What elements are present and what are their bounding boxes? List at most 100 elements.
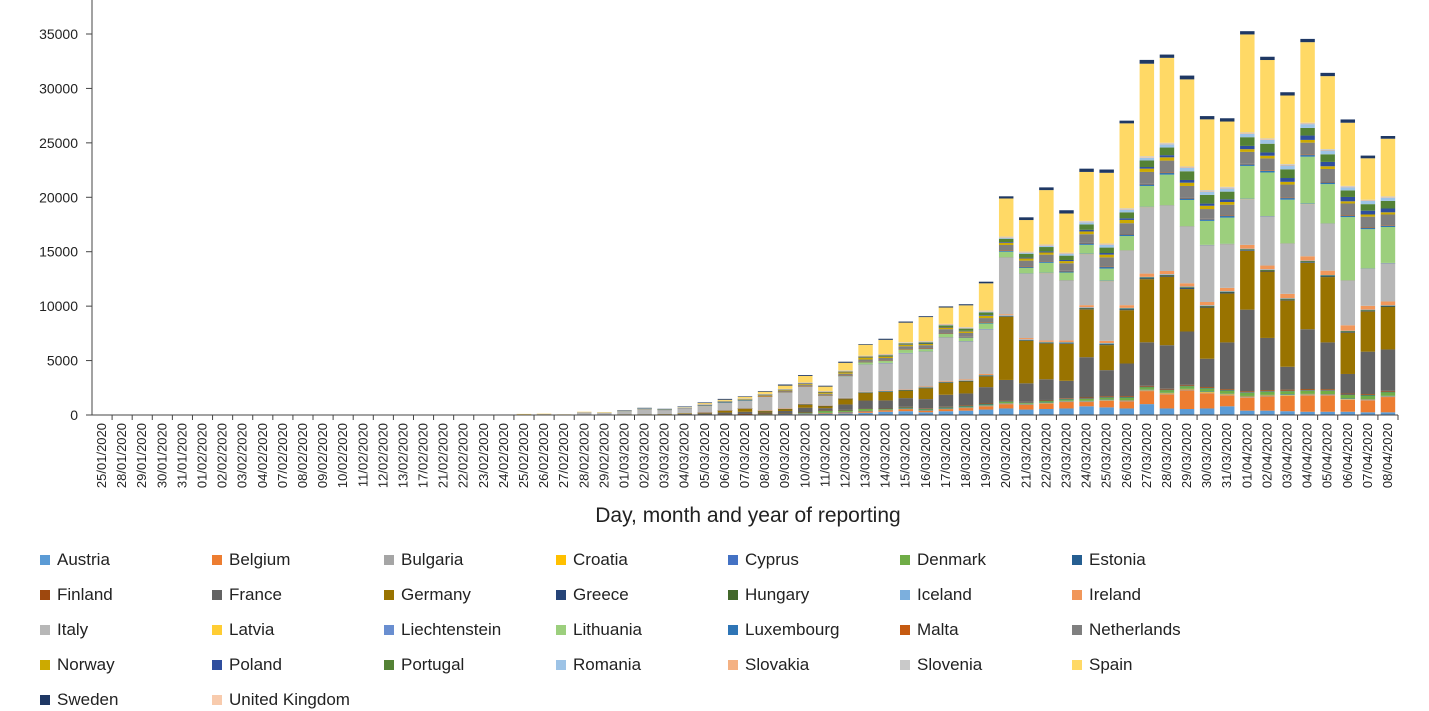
bar-segment: [717, 414, 733, 415]
x-tick-label: 25/02/2020: [516, 423, 531, 488]
x-tick-label: 23/02/2020: [476, 423, 491, 488]
bar-segment: [818, 410, 833, 411]
bar-segment: [1079, 406, 1094, 415]
bar-segment: [878, 356, 893, 357]
bar-segment: [1019, 404, 1034, 410]
bar-segment: [1380, 391, 1396, 393]
legend-swatch: [40, 555, 50, 565]
bar-segment: [1320, 72, 1335, 77]
bar-segment: [1179, 331, 1195, 385]
bar-segment: [1039, 252, 1054, 255]
bar-segment: [1139, 390, 1155, 392]
bar-segment: [898, 342, 913, 344]
bar-segment: [1219, 393, 1235, 395]
bar-segment: [1139, 157, 1155, 161]
x-tick-label: 22/03/2020: [1038, 423, 1053, 488]
bar-segment: [1320, 276, 1335, 278]
bar-segment: [1240, 149, 1255, 152]
bar-segment: [938, 409, 954, 412]
bar-segment: [1039, 273, 1054, 341]
bar-segment: [898, 352, 913, 354]
bar-segment: [1219, 199, 1235, 202]
bar-segment: [737, 411, 753, 414]
bar-segment: [777, 413, 793, 414]
bar-segment: [998, 242, 1014, 243]
bar-segment: [1139, 183, 1155, 185]
x-tick-label: 08/03/2020: [757, 423, 772, 488]
bar-segment: [1099, 343, 1114, 344]
bar-segment: [958, 407, 974, 411]
legend-label: Norway: [57, 655, 115, 674]
bar-segment: [1340, 398, 1356, 400]
bar-segment: [1019, 267, 1034, 274]
bar-segment: [858, 391, 873, 393]
bar-segment: [878, 338, 893, 340]
bar-segment: [1199, 244, 1215, 246]
bar-segment: [1059, 252, 1074, 254]
bar-segment: [978, 405, 994, 407]
bar-segment: [1380, 390, 1396, 392]
bar-segment: [1179, 168, 1195, 172]
bar-segment: [958, 327, 974, 328]
legend-label: Hungary: [745, 585, 810, 604]
bar-segment: [1380, 263, 1396, 302]
bar-segment: [1179, 171, 1195, 180]
bar-segment: [1380, 225, 1396, 228]
bar-segment: [697, 405, 713, 406]
x-axis: 25/01/2020 28/01/2020 29/01/2020 30/01/2020…: [92, 414, 1399, 488]
bar-segment: [958, 327, 974, 329]
bar-segment: [1380, 412, 1396, 415]
x-tick-label: 02/04/2020: [1259, 423, 1274, 488]
bar-segment: [978, 322, 994, 323]
bar-segment: [1280, 411, 1295, 415]
x-tick-label: 13/03/2020: [858, 423, 873, 488]
bar-segment: [958, 332, 974, 337]
bar-segment: [918, 345, 934, 349]
legend-swatch: [212, 660, 222, 670]
bar-segment: [1360, 227, 1376, 229]
bar-segment: [938, 381, 954, 383]
bar-segment: [1300, 393, 1315, 395]
x-tick-label: 25/01/2020: [94, 423, 109, 488]
bar-segment: [1260, 143, 1275, 153]
bar-segment: [1059, 342, 1074, 344]
bar-segment: [1039, 403, 1054, 410]
bar-segment: [918, 410, 934, 413]
bar-segment: [1099, 397, 1114, 398]
bar-segment: [798, 407, 813, 413]
bar-segment: [1320, 182, 1335, 183]
bar-segment: [1320, 154, 1335, 162]
bar-segment: [1260, 269, 1275, 271]
stacked-bar-chart: 0 5000 10000 15000 20000 25000 30000 35000 25/0…: [39, 0, 1399, 527]
bar-segment: [918, 348, 934, 349]
bar-segment: [958, 305, 974, 328]
bar-segment: [938, 380, 954, 382]
bar-segment: [1340, 393, 1356, 395]
bar-segment: [838, 376, 853, 398]
bar-segment: [818, 405, 833, 406]
bar-segment: [1260, 216, 1275, 217]
bar-segment: [777, 408, 793, 409]
x-tick-label: 08/02/2020: [295, 423, 310, 488]
bar-segment: [978, 387, 994, 404]
bar-segment: [1099, 281, 1114, 341]
bar-segment: [757, 414, 773, 415]
bar-segment: [1300, 390, 1315, 394]
bar-segment: [1320, 149, 1335, 151]
bar-segment: [1300, 127, 1315, 136]
bar-segment: [1139, 63, 1155, 157]
bar-segment: [878, 356, 893, 359]
bar-segment: [1019, 252, 1034, 254]
bar-segment: [1099, 280, 1114, 282]
bar-segment: [818, 392, 833, 393]
bar-segment: [858, 355, 873, 357]
x-tick-label: 26/02/2020: [536, 423, 551, 488]
legend-label: Bulgaria: [401, 550, 464, 569]
bar-segment: [1159, 143, 1175, 145]
bar-segment: [1340, 215, 1356, 216]
bar-segment: [1300, 261, 1315, 263]
bar-segment: [1380, 392, 1396, 396]
legend-item: Bulgaria: [384, 549, 463, 571]
bar-segment: [757, 393, 773, 395]
bar-segment: [1280, 198, 1295, 200]
